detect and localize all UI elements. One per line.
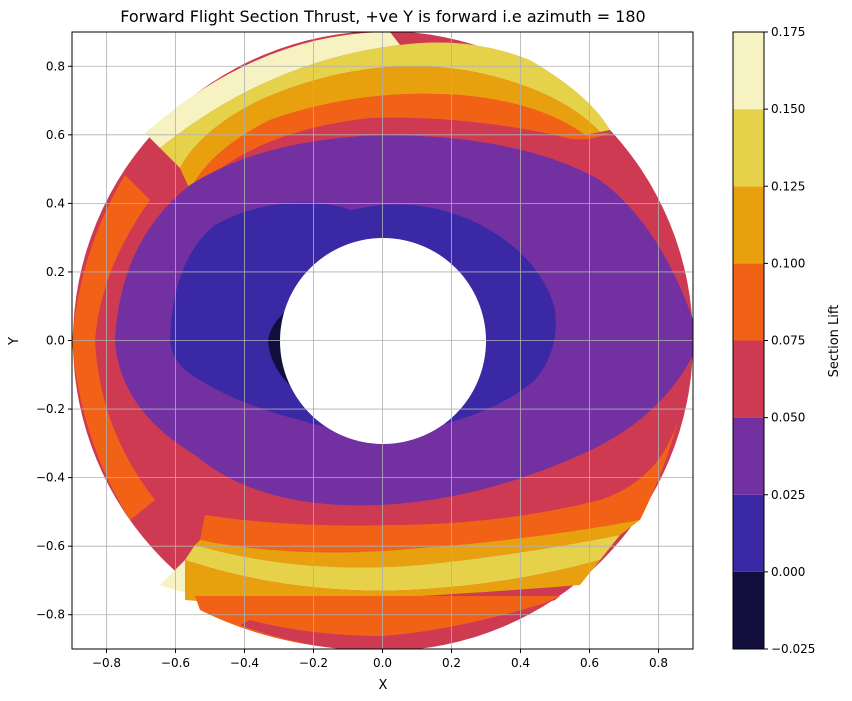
y-tick-label: 0.8: [46, 59, 65, 73]
plot-area: [72, 32, 693, 649]
x-tick-label: 0.8: [649, 656, 668, 670]
colorbar-tick-label: 0.150: [771, 102, 805, 116]
colorbar-tick-label: 0.000: [771, 565, 805, 579]
y-tick-label: 0.2: [46, 265, 65, 279]
colorbar-tick-label: −0.025: [771, 642, 815, 656]
y-tick-label: −0.8: [36, 608, 65, 622]
contour-band-0.100-0.125: [180, 66, 600, 190]
x-tick-label: −0.8: [92, 656, 121, 670]
y-tick-label: −0.2: [36, 402, 65, 416]
x-tick-label: 0.4: [511, 656, 530, 670]
y-axis-ticks: −0.8 −0.6 −0.4 −0.2 0.0 0.2 0.4 0.6 0.8: [36, 59, 72, 622]
colorbar-band: [733, 263, 764, 341]
contour-band-0.075-0.100: [200, 420, 678, 553]
x-axis-label: X: [379, 678, 388, 693]
y-tick-label: −0.4: [36, 471, 65, 485]
colorbar-band: [733, 340, 764, 418]
contour-band-0.100-0.125: [185, 560, 600, 605]
colorbar-ticks: −0.025 0.000 0.025 0.050 0.075 0.100 0.125 0.15…: [764, 25, 815, 656]
colorbar-band: [733, 186, 764, 264]
y-tick-label: 0.4: [46, 196, 65, 210]
contour-band-0.075-0.100: [72, 175, 150, 341]
contour-band-0.150-0.175: [145, 32, 400, 148]
x-tick-label: 0.0: [373, 656, 392, 670]
grid: [72, 32, 693, 649]
chart-title: Forward Flight Section Thrust, +ve Y is …: [120, 7, 645, 26]
colorbar-band: [733, 109, 764, 187]
x-tick-label: −0.4: [230, 656, 259, 670]
y-tick-label: 0.6: [46, 128, 65, 142]
rotor-hub-cutout: [280, 238, 486, 444]
x-tick-label: 0.2: [442, 656, 461, 670]
colorbar-tick-label: 0.175: [771, 25, 805, 39]
contour-band-0.125-0.150: [160, 42, 610, 168]
colorbar-tick-label: 0.025: [771, 488, 805, 502]
colorbar-label: Section Lift: [827, 305, 842, 378]
colorbar-band: [733, 32, 764, 110]
colorbar-band: [733, 571, 764, 649]
colorbar-tick-label: 0.100: [771, 256, 805, 270]
colorbar-band: [733, 494, 764, 572]
contour-band-0.100-0.125: [195, 520, 640, 568]
contour-band-0.125-0.150: [185, 535, 620, 591]
x-tick-label: −0.2: [299, 656, 328, 670]
colorbar-tick-label: 0.075: [771, 334, 805, 348]
colorbar-tick-label: 0.125: [771, 179, 805, 193]
contour-band-0.075-0.100: [72, 341, 155, 520]
colorbar: [733, 32, 764, 649]
x-tick-label: −0.6: [161, 656, 190, 670]
contour-band-0.075-0.100: [190, 93, 612, 190]
contour-band-0.050-0.075: [240, 596, 560, 649]
y-tick-label: −0.6: [36, 539, 65, 553]
x-tick-label: 0.6: [580, 656, 599, 670]
colorbar-band: [733, 417, 764, 495]
y-tick-label: 0.0: [46, 334, 65, 348]
colorbar-tick-label: 0.050: [771, 411, 805, 425]
y-axis-label: Y: [7, 337, 22, 346]
x-axis-ticks: −0.8 −0.6 −0.4 −0.2 0.0 0.2 0.4 0.6 0.8: [92, 649, 668, 670]
